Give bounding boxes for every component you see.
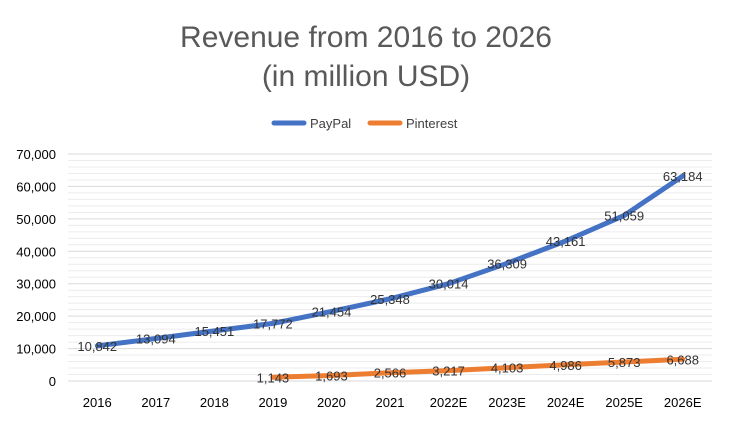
series-line-pinterest <box>270 356 686 380</box>
chart-title-line-2: (in million USD) <box>262 60 470 93</box>
y-axis: 0 10,000 20,000 30,000 40,000 50,000 60,000 70,… <box>16 147 56 389</box>
data-label-pinterest: 6,688 <box>666 352 699 367</box>
data-label-paypal: 43,161 <box>546 234 586 249</box>
data-label-pinterest: 1,143 <box>257 370 290 385</box>
data-label-pinterest: 5,873 <box>608 355 641 370</box>
data-label-paypal: 17,772 <box>253 316 293 331</box>
data-label-paypal: 13,094 <box>136 332 176 347</box>
data-label-paypal: 36,309 <box>487 256 527 271</box>
gridlines <box>68 153 712 382</box>
data-label-paypal: 25,348 <box>370 292 410 307</box>
x-tick-label: 2021 <box>376 395 405 410</box>
legend-label-paypal: PayPal <box>310 116 351 131</box>
y-tick-label: 40,000 <box>16 244 56 259</box>
data-label-pinterest: 4,986 <box>549 358 582 373</box>
data-label-paypal: 15,451 <box>194 324 234 339</box>
x-tick-label: 2023E <box>488 395 526 410</box>
data-label-paypal: 21,454 <box>312 304 352 319</box>
x-tick-label: 2019 <box>258 395 287 410</box>
x-tick-label: 2017 <box>141 395 170 410</box>
data-labels: 10,842 13,094 15,451 17,772 21,454 25,348 30,0… <box>77 169 702 385</box>
data-label-pinterest: 4,103 <box>491 361 524 376</box>
series-lines <box>94 173 686 380</box>
y-tick-label: 30,000 <box>16 277 56 292</box>
y-tick-label: 20,000 <box>16 309 56 324</box>
x-tick-label: 2016 <box>83 395 112 410</box>
x-tick-label: 2020 <box>317 395 346 410</box>
data-label-pinterest: 1,693 <box>315 369 348 384</box>
legend: PayPal Pinterest <box>271 116 458 131</box>
x-tick-label: 2018 <box>200 395 229 410</box>
y-tick-label: 0 <box>49 374 56 389</box>
data-label-pinterest: 3,217 <box>432 364 465 379</box>
data-label-paypal: 63,184 <box>663 169 703 184</box>
series-line-paypal <box>94 173 686 349</box>
y-tick-label: 70,000 <box>16 147 56 162</box>
data-label-paypal: 30,014 <box>429 277 469 292</box>
legend-label-pinterest: Pinterest <box>406 116 458 131</box>
x-axis: 2016 2017 2018 2019 2020 2021 2022E 2023E 2024E 2… <box>83 395 702 410</box>
x-tick-label: 2025E <box>605 395 643 410</box>
x-tick-label: 2024E <box>547 395 585 410</box>
y-tick-label: 10,000 <box>16 342 56 357</box>
y-tick-label: 60,000 <box>16 179 56 194</box>
data-label-paypal: 10,842 <box>77 339 117 354</box>
y-tick-label: 50,000 <box>16 212 56 227</box>
chart-title-line-1: Revenue from 2016 to 2026 <box>180 21 552 54</box>
x-tick-label: 2026E <box>664 395 702 410</box>
x-tick-label: 2022E <box>430 395 468 410</box>
data-label-pinterest: 2,566 <box>374 366 407 381</box>
data-label-paypal: 51,059 <box>604 208 644 223</box>
